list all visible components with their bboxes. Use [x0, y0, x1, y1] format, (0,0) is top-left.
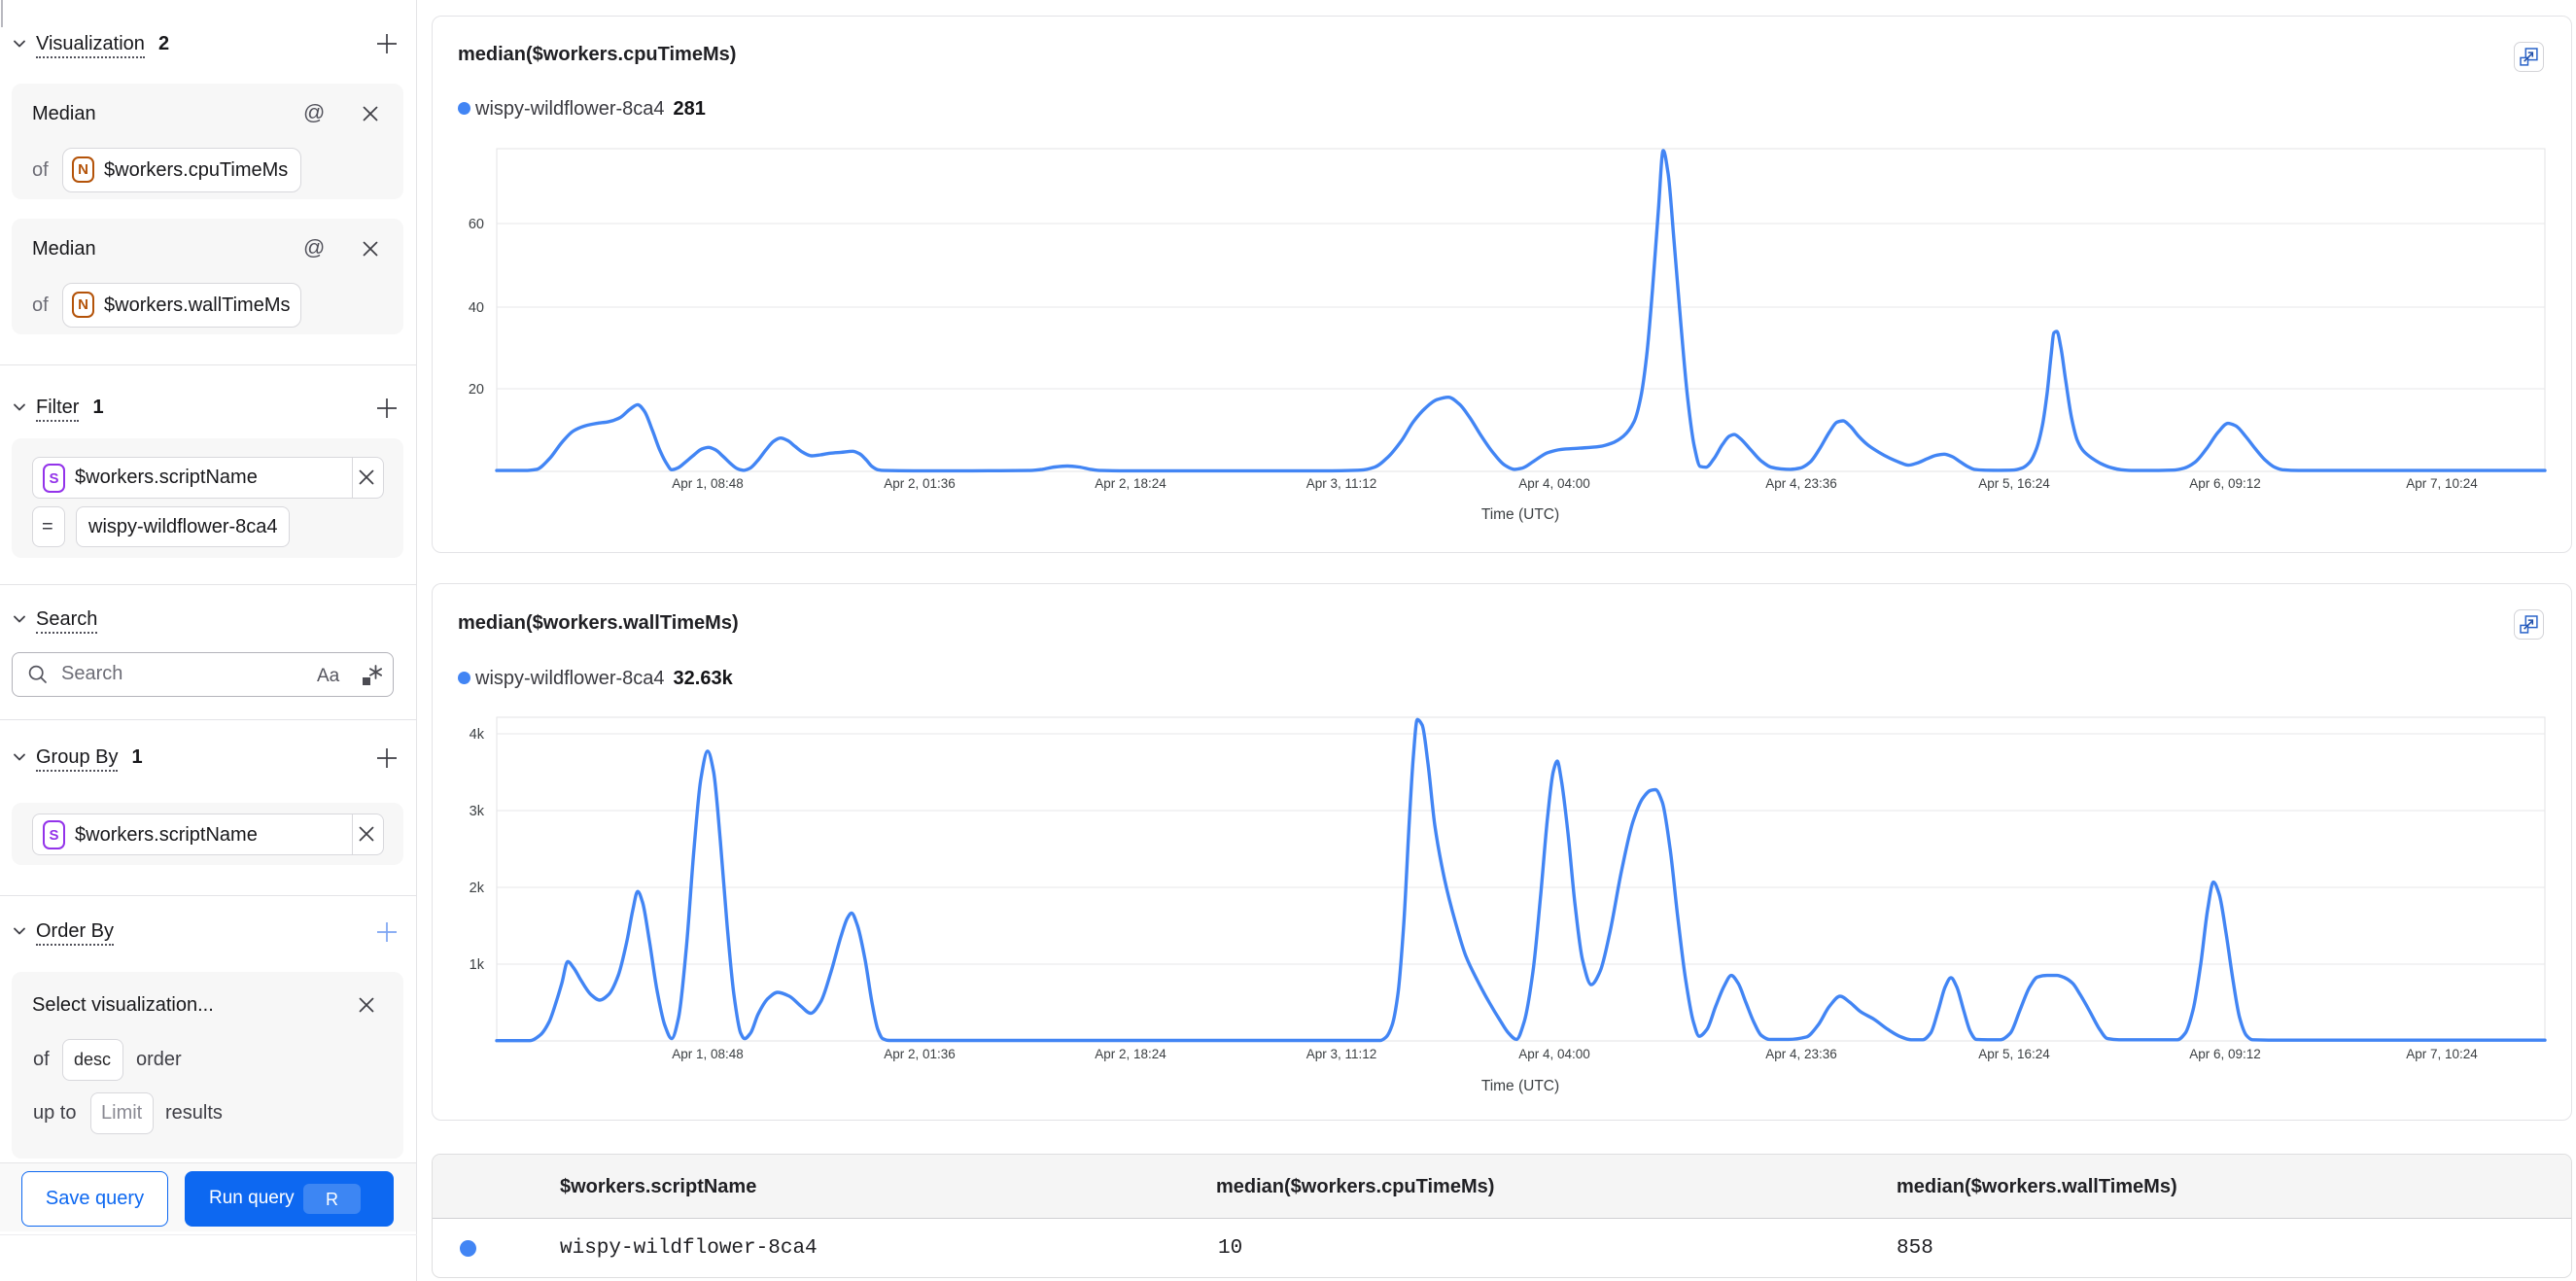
svg-text:Apr 4, 04:00: Apr 4, 04:00 — [1518, 476, 1590, 491]
svg-text:40: 40 — [469, 300, 484, 316]
svg-text:Apr 3, 11:12: Apr 3, 11:12 — [1306, 476, 1377, 491]
svg-text:Apr 5, 16:24: Apr 5, 16:24 — [1978, 1047, 2050, 1061]
svg-text:Apr 2, 01:36: Apr 2, 01:36 — [884, 476, 956, 491]
svg-text:Apr 4, 04:00: Apr 4, 04:00 — [1518, 1047, 1590, 1061]
svg-text:Apr 7, 10:24: Apr 7, 10:24 — [2406, 476, 2478, 491]
svg-text:Apr 6, 09:12: Apr 6, 09:12 — [2189, 1047, 2261, 1061]
svg-text:Apr 1, 08:48: Apr 1, 08:48 — [672, 476, 744, 491]
svg-text:Apr 2, 01:36: Apr 2, 01:36 — [884, 1047, 956, 1061]
svg-text:2k: 2k — [470, 881, 485, 896]
svg-text:Apr 7, 10:24: Apr 7, 10:24 — [2406, 1047, 2478, 1061]
svg-text:Apr 2, 18:24: Apr 2, 18:24 — [1095, 1047, 1166, 1061]
svg-text:Apr 5, 16:24: Apr 5, 16:24 — [1978, 476, 2050, 491]
svg-text:Apr 4, 23:36: Apr 4, 23:36 — [1765, 1047, 1837, 1061]
svg-text:1k: 1k — [470, 957, 485, 973]
svg-text:20: 20 — [469, 382, 484, 398]
svg-text:3k: 3k — [470, 804, 485, 819]
svg-text:Time (UTC): Time (UTC) — [1481, 506, 1559, 523]
svg-text:Apr 6, 09:12: Apr 6, 09:12 — [2189, 476, 2261, 491]
svg-text:Time (UTC): Time (UTC) — [1481, 1078, 1559, 1094]
svg-text:4k: 4k — [470, 727, 485, 743]
svg-text:Apr 3, 11:12: Apr 3, 11:12 — [1306, 1047, 1377, 1061]
svg-text:60: 60 — [469, 217, 484, 232]
svg-text:Apr 2, 18:24: Apr 2, 18:24 — [1095, 476, 1166, 491]
svg-text:Apr 4, 23:36: Apr 4, 23:36 — [1765, 476, 1837, 491]
svg-text:Apr 1, 08:48: Apr 1, 08:48 — [672, 1047, 744, 1061]
